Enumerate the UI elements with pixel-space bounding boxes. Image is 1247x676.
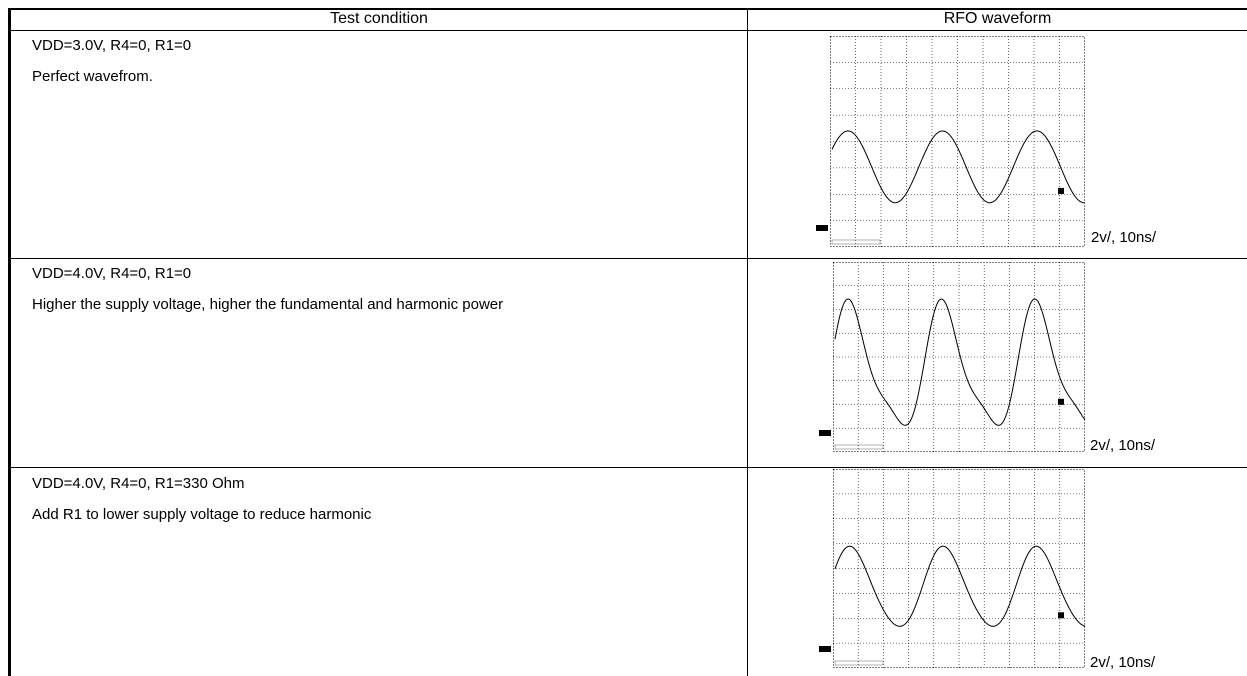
ground-marker [819,430,831,436]
page: Test condition RFO waveform VDD=3.0V, R4… [0,0,1247,676]
ground-marker [816,225,828,231]
left-border [8,8,11,676]
condition: VDD=3.0V, R4=0, R1=0 [32,37,191,54]
note: Higher the supply voltage, higher the fu… [32,296,503,313]
scale-caption: 2v/, 10ns/ [1090,654,1155,671]
row-rule [8,258,1247,259]
scope-status [832,240,880,244]
note: Add R1 to lower supply voltage to reduce… [32,506,371,523]
scope-trace [835,299,1085,425]
ground-marker [819,646,831,652]
table: Test condition RFO waveform VDD=3.0V, R4… [0,0,1247,676]
waveform-image [833,262,1085,452]
header-cell: RFO waveform [748,10,1247,28]
trigger-marker [1058,188,1064,194]
header-rule [8,30,1247,31]
scale-caption: 2v/, 10ns/ [1091,229,1156,246]
scope-trace [835,546,1085,626]
note: Perfect wavefrom. [32,68,153,85]
waveform-image [830,36,1085,247]
trigger-marker [1058,399,1064,405]
condition: VDD=4.0V, R4=0, R1=330 Ohm [32,475,245,492]
scope-status [835,661,883,665]
scope-status [835,445,883,449]
scale-caption: 2v/, 10ns/ [1090,437,1155,454]
waveform-image [833,469,1085,668]
trigger-marker [1058,612,1064,618]
row-rule [8,467,1247,468]
condition: VDD=4.0V, R4=0, R1=0 [32,265,191,282]
column-rule [747,8,748,676]
header-cell: Test condition [11,10,747,28]
